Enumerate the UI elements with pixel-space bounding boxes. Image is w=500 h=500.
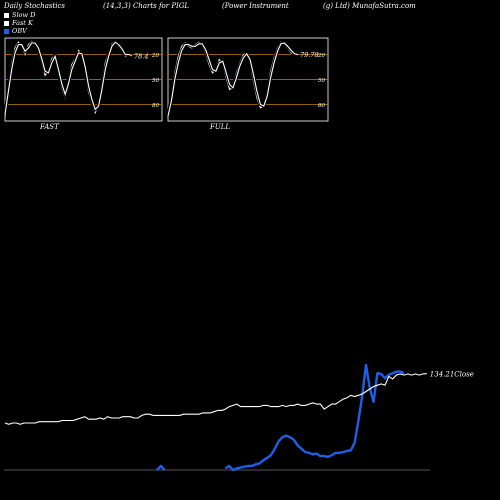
legend-swatch-slow-d xyxy=(4,12,9,18)
company-name: (Power Instrument xyxy=(222,2,289,10)
legend-obv: OBV xyxy=(4,27,27,35)
legend-slow-d: Slow D xyxy=(4,11,35,19)
full-tick-label: 80 xyxy=(318,103,325,109)
legend-swatch-fast-k xyxy=(4,20,9,26)
close-value-label: 134.21Close xyxy=(430,371,474,379)
close-price-line xyxy=(4,373,427,425)
fast-tick-label: 50 xyxy=(152,78,159,84)
fast-tick-label: 80 xyxy=(152,103,159,109)
full-tick-label: 20 xyxy=(317,53,325,59)
fast-last-value-label: 78.4 xyxy=(134,52,148,60)
full-tick-label: 50 xyxy=(318,78,325,84)
site-name: (g) Ltd) MunafaSutra.com xyxy=(323,2,416,10)
fast-tick-label: 20 xyxy=(151,53,159,59)
full-last-value-label: 79.78 xyxy=(300,51,319,59)
legend-swatch-obv xyxy=(4,28,9,34)
obv-line xyxy=(224,363,405,472)
chart-params: (14,3,3) Charts for PIGL xyxy=(103,2,190,10)
obv-line xyxy=(156,464,166,471)
chart-title: Daily Stochastics xyxy=(4,2,66,10)
fast-xlabel: FAST xyxy=(39,123,60,131)
fast-series-d xyxy=(4,41,133,115)
legend-fast-k: Fast K xyxy=(4,19,33,27)
full-xlabel: FULL xyxy=(209,123,230,131)
full-series-d xyxy=(167,42,299,117)
